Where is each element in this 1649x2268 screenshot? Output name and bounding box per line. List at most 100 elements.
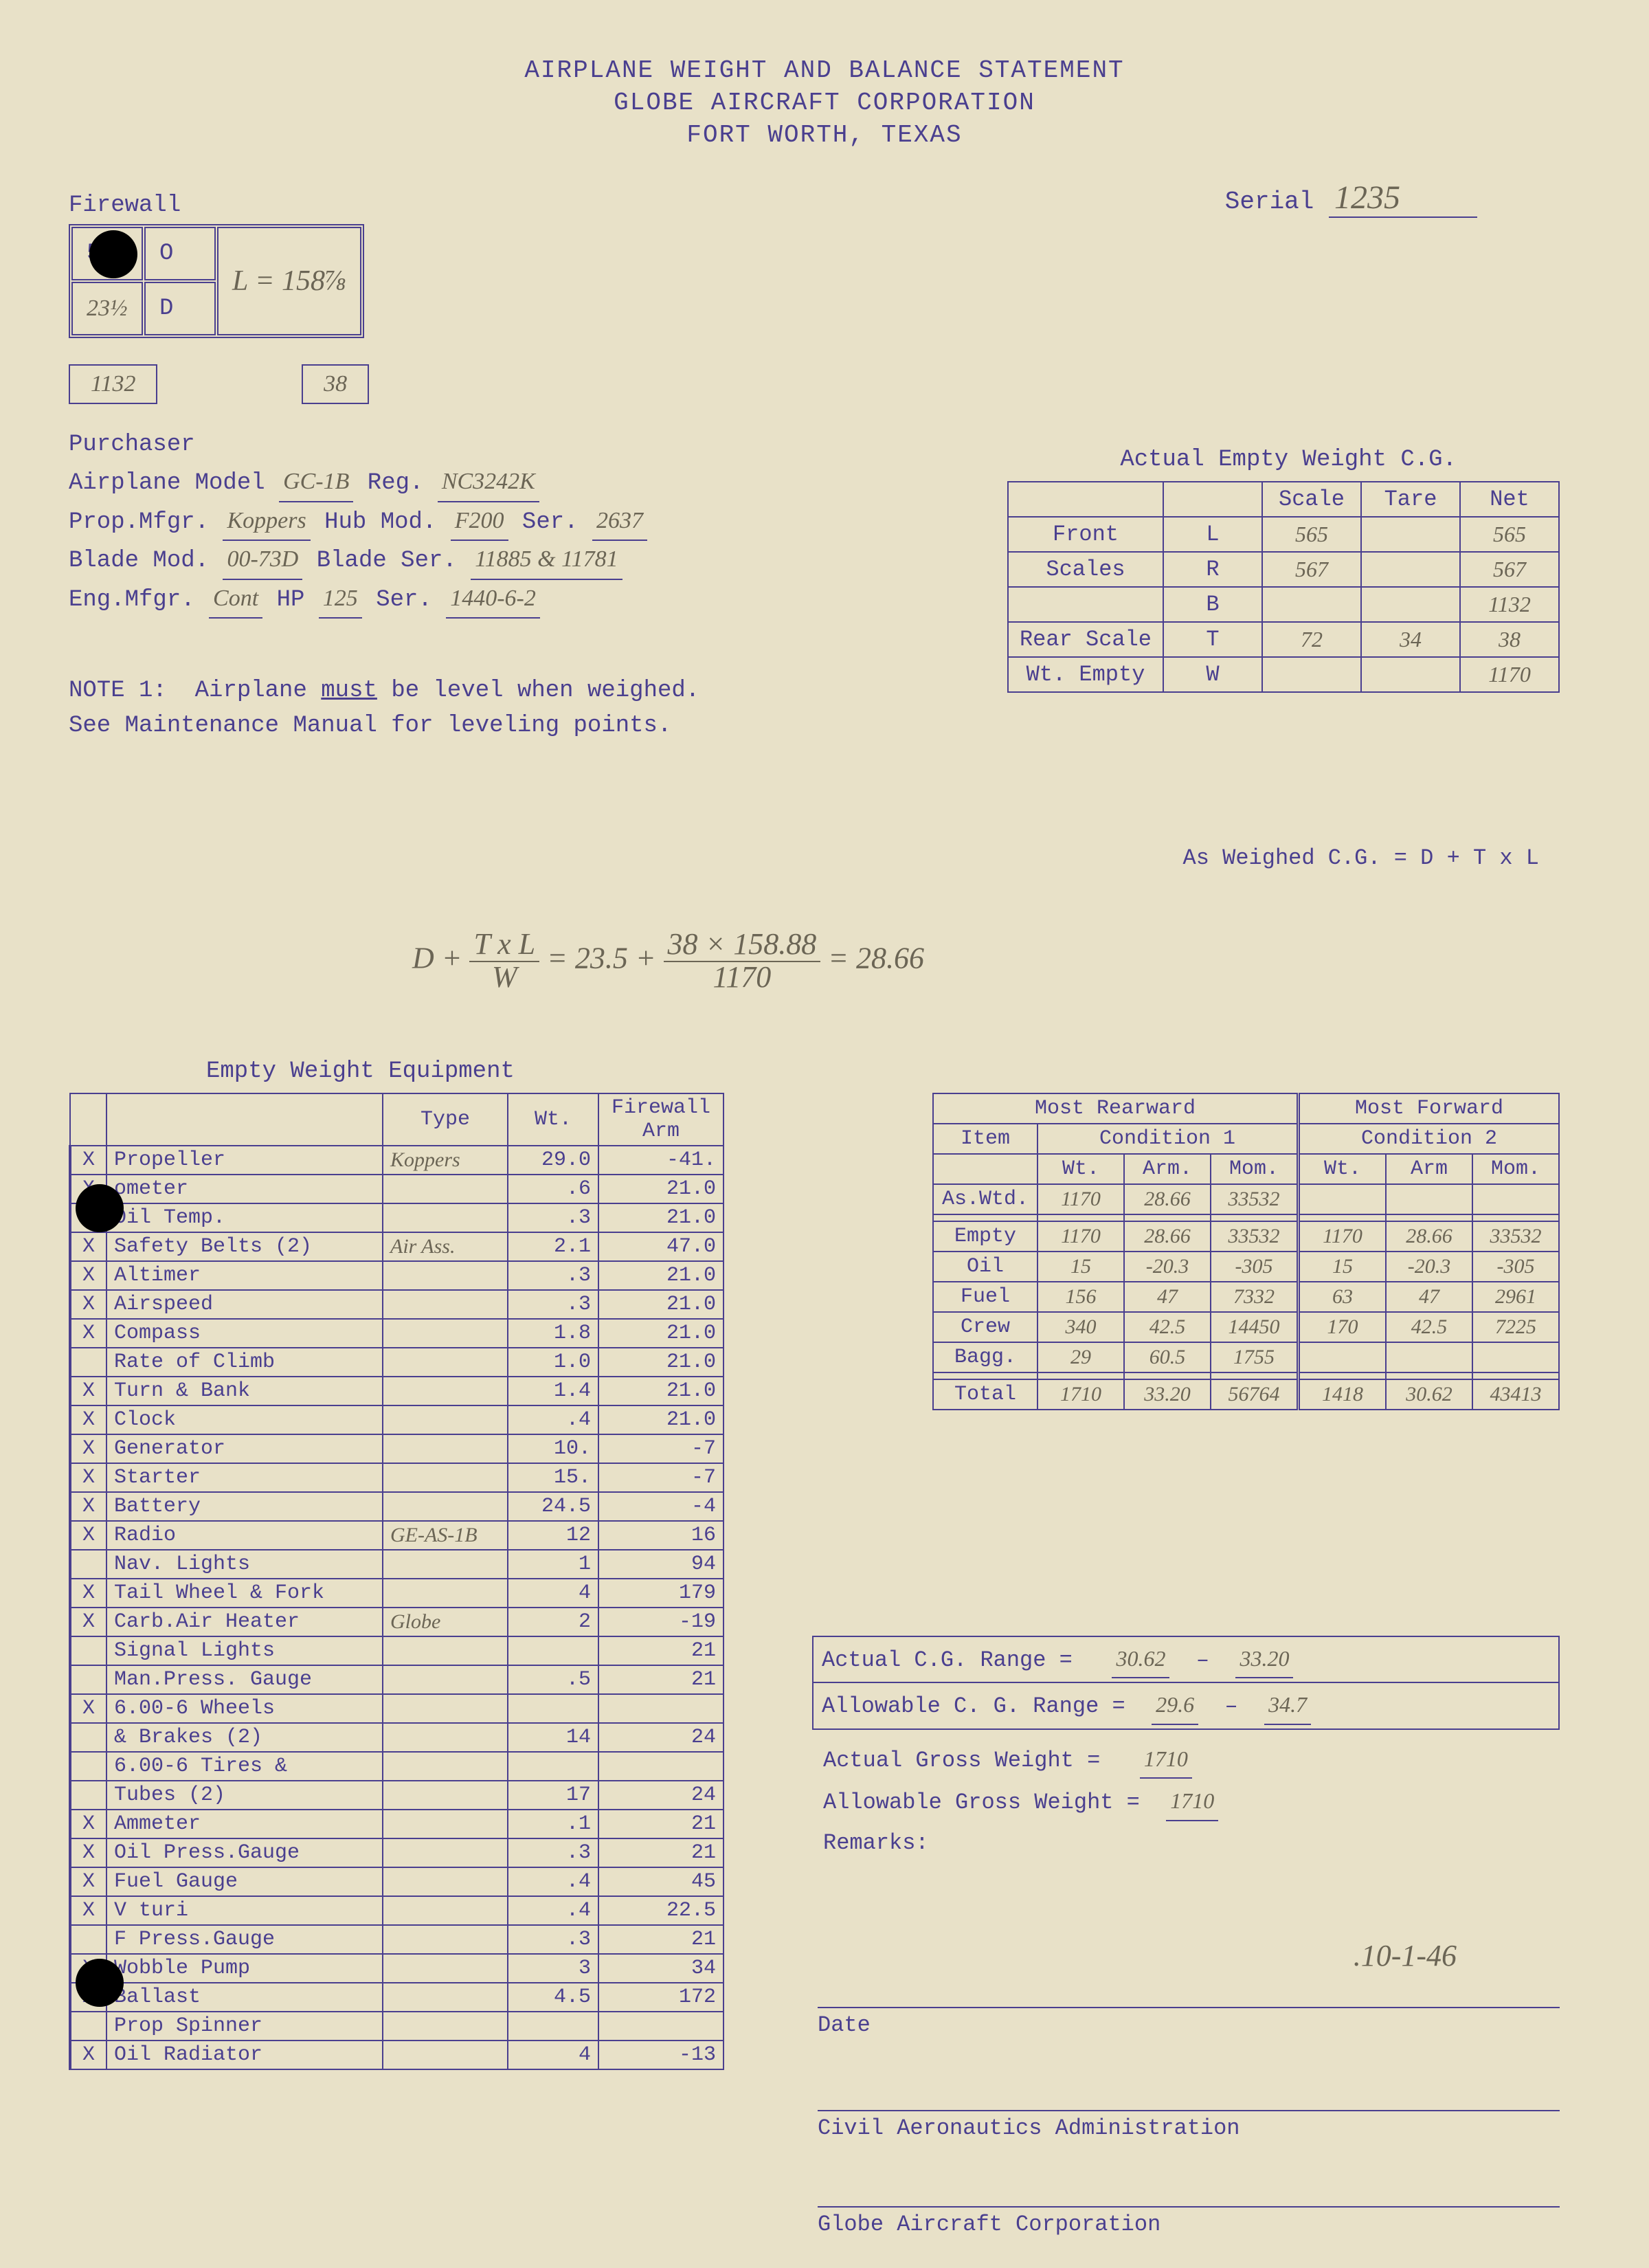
punch-hole-icon	[89, 230, 137, 278]
table-row: XTurn & Bank1.421.0	[70, 1377, 723, 1405]
equipment-caption: Empty Weight Equipment	[206, 1058, 515, 1085]
box-1132: 1132	[69, 364, 157, 404]
table-row: XStarter15.-7	[70, 1463, 723, 1492]
table-cell: 1170	[1299, 1221, 1387, 1252]
cond1-header: Condition 1	[1037, 1124, 1299, 1154]
serial-label: Serial	[1225, 188, 1314, 216]
table-row: XGenerator10.-7	[70, 1434, 723, 1463]
table-cell: X	[70, 1810, 106, 1838]
table-cell	[383, 1723, 508, 1752]
table-cell	[70, 1723, 106, 1752]
firewall-cell-L: L = 158⅞	[217, 227, 361, 335]
table-row	[933, 1372, 1559, 1379]
table-cell: X	[70, 1579, 106, 1608]
table-cell	[383, 1175, 508, 1203]
table-cell: .1	[508, 1810, 598, 1838]
table-cell: .3	[508, 1838, 598, 1867]
table-cell	[933, 1372, 1037, 1379]
table-cell	[598, 1694, 723, 1723]
table-cell: Crew	[933, 1312, 1037, 1342]
table-cell	[1262, 657, 1361, 692]
table-cell	[933, 1214, 1037, 1221]
weight-caption: Actual Empty Weight C.G.	[1120, 447, 1457, 473]
table-cell: 6.00-6 Tires &	[106, 1752, 383, 1781]
table-cell: -7	[598, 1463, 723, 1492]
table-row: X ometer.621.0	[70, 1175, 723, 1203]
table-cell	[508, 1752, 598, 1781]
table-cell	[598, 2012, 723, 2041]
table-row: Fuel15647733263472961	[933, 1282, 1559, 1312]
table-row: Nav. Lights194	[70, 1550, 723, 1579]
table-cell	[1262, 587, 1361, 622]
table-cell	[70, 1636, 106, 1665]
eq-h1	[106, 1093, 383, 1146]
table-cell	[383, 1810, 508, 1838]
table-cell: 14	[508, 1723, 598, 1752]
table-cell: 3	[508, 1954, 598, 1983]
formula-top1: T x L	[469, 927, 539, 962]
table-row: XOil Press.Gauge.321	[70, 1838, 723, 1867]
ser1-value: 2637	[592, 502, 647, 541]
table-cell	[383, 1492, 508, 1521]
table-cell: -41.	[598, 1146, 723, 1175]
table-cell: 28.66	[1386, 1221, 1472, 1252]
table-cell: 63	[1299, 1282, 1387, 1312]
table-cell: GE-AS-1B	[383, 1521, 508, 1550]
table-cell	[598, 1752, 723, 1781]
formula-result: = 28.66	[828, 941, 924, 975]
table-cell: 172	[598, 1983, 723, 2012]
table-cell	[70, 1665, 106, 1694]
actual-gross-value: 1710	[1140, 1740, 1192, 1779]
table-cell	[383, 1867, 508, 1896]
table-cell: 72	[1262, 622, 1361, 657]
table-row: XTail Wheel & Fork4179	[70, 1579, 723, 1608]
table-cell: 1710	[1037, 1379, 1124, 1410]
table-row: B1132	[1008, 587, 1559, 622]
table-cell: 565	[1460, 517, 1559, 552]
table-row: Rear ScaleT723438	[1008, 622, 1559, 657]
table-row: XAirspeed.321.0	[70, 1290, 723, 1319]
table-cell: 17	[508, 1781, 598, 1810]
table-cell: 16	[598, 1521, 723, 1550]
punch-hole-icon	[76, 1184, 124, 1232]
summary-boxes: 1132 38	[69, 364, 369, 404]
table-cell: 28.66	[1124, 1221, 1211, 1252]
table-cell	[1472, 1372, 1559, 1379]
table-cell: 2961	[1472, 1282, 1559, 1312]
ser2-label: Ser.	[376, 587, 432, 613]
table-cell: Fuel	[933, 1282, 1037, 1312]
table-cell: 1	[508, 1550, 598, 1579]
table-cell	[70, 1752, 106, 1781]
table-cell: Propeller	[106, 1146, 383, 1175]
table-cell: 1132	[1460, 587, 1559, 622]
table-row: XBattery24.5-4	[70, 1492, 723, 1521]
table-cell: 21	[598, 1838, 723, 1867]
table-cell: 21	[598, 1636, 723, 1665]
table-cell	[1472, 1342, 1559, 1372]
table-cell: -305	[1211, 1252, 1299, 1282]
table-cell: X	[70, 1232, 106, 1261]
table-cell: 33532	[1211, 1184, 1299, 1214]
table-cell: Fuel Gauge	[106, 1867, 383, 1896]
table-cell: 179	[598, 1579, 723, 1608]
table-cell: Oil Press.Gauge	[106, 1838, 383, 1867]
table-cell: X	[70, 1261, 106, 1290]
table-cell: 47.0	[598, 1232, 723, 1261]
table-cell	[1211, 1214, 1299, 1221]
blade-value: 00-73D	[223, 541, 302, 579]
table-row: Rate of Climb1.021.0	[70, 1348, 723, 1377]
table-cell	[70, 1348, 106, 1377]
table-row: XV turi.422.5	[70, 1896, 723, 1925]
table-cell: .3	[508, 1261, 598, 1290]
table-cell	[383, 1348, 508, 1377]
table-cell: 567	[1460, 552, 1559, 587]
table-cell: -19	[598, 1608, 723, 1636]
table-cell: 1170	[1460, 657, 1559, 692]
table-cell: 15	[1299, 1252, 1387, 1282]
most-forward-header: Most Forward	[1299, 1093, 1560, 1124]
table-cell	[383, 1319, 508, 1348]
table-subheader-row: Item Condition 1 Condition 2	[933, 1124, 1559, 1154]
table-cell	[1124, 1214, 1211, 1221]
table-row	[933, 1214, 1559, 1221]
prop-value: Koppers	[223, 502, 310, 541]
